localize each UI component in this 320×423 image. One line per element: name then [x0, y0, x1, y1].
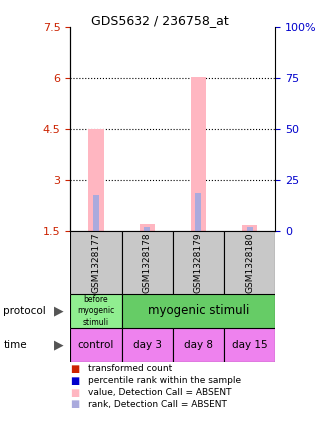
- Text: GSM1328177: GSM1328177: [92, 232, 100, 293]
- Bar: [195, 193, 202, 231]
- Bar: [70, 328, 122, 362]
- Bar: [122, 294, 275, 328]
- Bar: [246, 227, 253, 231]
- Text: day 8: day 8: [184, 340, 213, 350]
- Bar: [173, 231, 224, 294]
- Bar: [242, 225, 257, 231]
- Text: ■: ■: [70, 376, 80, 386]
- Text: ■: ■: [70, 399, 80, 409]
- Bar: [173, 328, 224, 362]
- Text: rank, Detection Call = ABSENT: rank, Detection Call = ABSENT: [88, 400, 227, 409]
- Text: ■: ■: [70, 387, 80, 398]
- Text: control: control: [78, 340, 114, 350]
- Bar: [70, 294, 122, 328]
- Text: myogenic stimuli: myogenic stimuli: [148, 305, 249, 317]
- Text: transformed count: transformed count: [88, 364, 172, 374]
- Bar: [144, 227, 150, 231]
- Text: GSM1328179: GSM1328179: [194, 232, 203, 293]
- Bar: [224, 328, 275, 362]
- Text: day 15: day 15: [232, 340, 268, 350]
- Text: protocol: protocol: [3, 306, 46, 316]
- Bar: [88, 129, 104, 231]
- Bar: [224, 231, 275, 294]
- Bar: [70, 231, 122, 294]
- Text: before
myogenic
stimuli: before myogenic stimuli: [77, 295, 115, 327]
- Bar: [93, 195, 99, 231]
- Text: ■: ■: [70, 364, 80, 374]
- Bar: [122, 328, 173, 362]
- Text: GSM1328180: GSM1328180: [245, 232, 254, 293]
- Text: percentile rank within the sample: percentile rank within the sample: [88, 376, 241, 385]
- Text: GDS5632 / 236758_at: GDS5632 / 236758_at: [91, 14, 229, 27]
- Text: value, Detection Call = ABSENT: value, Detection Call = ABSENT: [88, 388, 231, 397]
- Bar: [191, 77, 206, 231]
- Bar: [140, 224, 155, 231]
- Text: ▶: ▶: [54, 305, 64, 317]
- Bar: [122, 231, 173, 294]
- Text: time: time: [3, 340, 27, 350]
- Text: day 3: day 3: [133, 340, 162, 350]
- Text: GSM1328178: GSM1328178: [143, 232, 152, 293]
- Text: ▶: ▶: [54, 338, 64, 351]
